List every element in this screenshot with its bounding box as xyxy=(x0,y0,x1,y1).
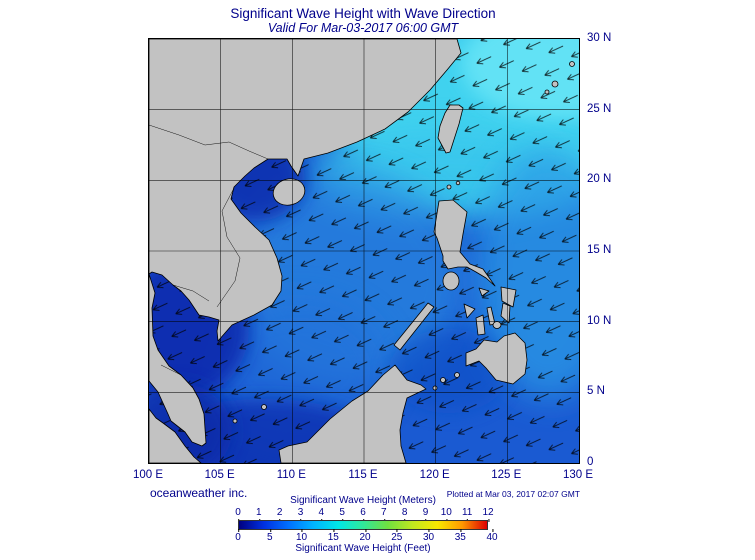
land-mainland-asia xyxy=(148,38,462,342)
lat-label-0: 0 xyxy=(587,456,594,468)
colorbar-meters-label: Significant Wave Height (Meters) xyxy=(290,495,436,506)
colorbar-meters-ticks: 0 1 2 3 4 5 6 7 8 9 10 11 12 xyxy=(235,507,494,522)
feet-tick: 25 xyxy=(391,529,403,543)
land-babuyan-2 xyxy=(455,180,461,186)
land-sulu-1 xyxy=(454,372,460,378)
lon-label-120e: 120 E xyxy=(419,469,450,481)
land-anambas xyxy=(232,418,238,424)
feet-tick: 0 xyxy=(235,529,241,543)
meters-tick: 7 xyxy=(381,507,387,522)
country-borders xyxy=(148,124,269,376)
lat-label-15n: 15 N xyxy=(587,244,612,256)
page-title: Significant Wave Height with Wave Direct… xyxy=(230,6,496,21)
land-ryukyu-2 xyxy=(544,89,550,95)
meters-tick: 5 xyxy=(339,507,345,522)
land-panay xyxy=(463,303,476,319)
meters-tick: 4 xyxy=(318,507,325,522)
lon-label-130e: 130 E xyxy=(562,469,594,481)
meters-tick: 10 xyxy=(440,507,452,522)
lon-label-100e: 100 E xyxy=(132,469,164,481)
lat-label-25n: 25 N xyxy=(587,102,612,115)
valid-time-subtitle: Valid For Mar-03-2017 06:00 GMT xyxy=(267,21,459,35)
wave-map xyxy=(119,9,669,483)
meters-tick: 12 xyxy=(482,507,494,522)
land-sulu-2 xyxy=(440,377,446,383)
meters-tick: 2 xyxy=(276,507,283,522)
land-masbate xyxy=(478,287,490,297)
feet-tick: 5 xyxy=(266,529,273,543)
meters-tick: 11 xyxy=(461,507,473,522)
feet-tick: 20 xyxy=(359,529,371,543)
credit-oceanweather: oceanweather inc. xyxy=(150,486,248,500)
land-natuna xyxy=(261,404,267,410)
lon-label-125e: 125 E xyxy=(491,469,522,481)
land-ryukyu-3 xyxy=(569,61,575,67)
land-borneo xyxy=(278,364,427,464)
meters-tick: 9 xyxy=(422,507,429,522)
lat-label-30n: 30 N xyxy=(587,32,612,44)
feet-tick: 10 xyxy=(295,529,308,543)
meters-tick: 1 xyxy=(256,507,262,522)
land-sulu-3 xyxy=(432,385,438,391)
feet-tick: 40 xyxy=(486,529,498,543)
colorbar-feet-ticks: 0 5 10 15 20 25 30 35 40 xyxy=(235,529,498,544)
lat-label-20n: 20 N xyxy=(587,173,612,186)
land-mindanao xyxy=(465,332,528,385)
land-bohol xyxy=(492,321,502,329)
land-leyte xyxy=(500,302,511,324)
lat-label-5n: 5 N xyxy=(587,385,605,398)
colorbar-feet-label: Significant Wave Height (Feet) xyxy=(295,543,431,554)
land-ryukyu-1 xyxy=(551,80,559,88)
meters-tick: 8 xyxy=(401,507,408,522)
lon-label-105e: 105 E xyxy=(204,469,235,481)
land-samar xyxy=(500,286,517,308)
plotted-timestamp: Plotted at Mar 03, 2017 02:07 GMT xyxy=(446,489,580,499)
land-babuyan-1 xyxy=(446,184,452,190)
meters-tick: 3 xyxy=(297,507,304,522)
latlon-grid xyxy=(149,39,579,463)
lon-label-110e: 110 E xyxy=(276,469,306,481)
feet-tick: 35 xyxy=(454,529,466,543)
land-palawan xyxy=(393,302,435,351)
land-luzon xyxy=(433,199,496,287)
land-taiwan xyxy=(437,104,464,154)
landmass-layer xyxy=(148,38,575,464)
meters-tick: 0 xyxy=(235,507,241,522)
feet-tick: 15 xyxy=(327,529,339,543)
lon-label-115e: 115 E xyxy=(348,469,378,481)
land-negros xyxy=(475,314,486,336)
map-canvas xyxy=(119,9,669,483)
feet-tick: 30 xyxy=(422,529,435,543)
meters-tick: 6 xyxy=(360,507,366,522)
lat-label-10n: 10 N xyxy=(587,314,612,327)
land-mindoro xyxy=(442,271,460,291)
colorbar-bar xyxy=(238,520,488,530)
land-malay-peninsula xyxy=(148,273,207,447)
